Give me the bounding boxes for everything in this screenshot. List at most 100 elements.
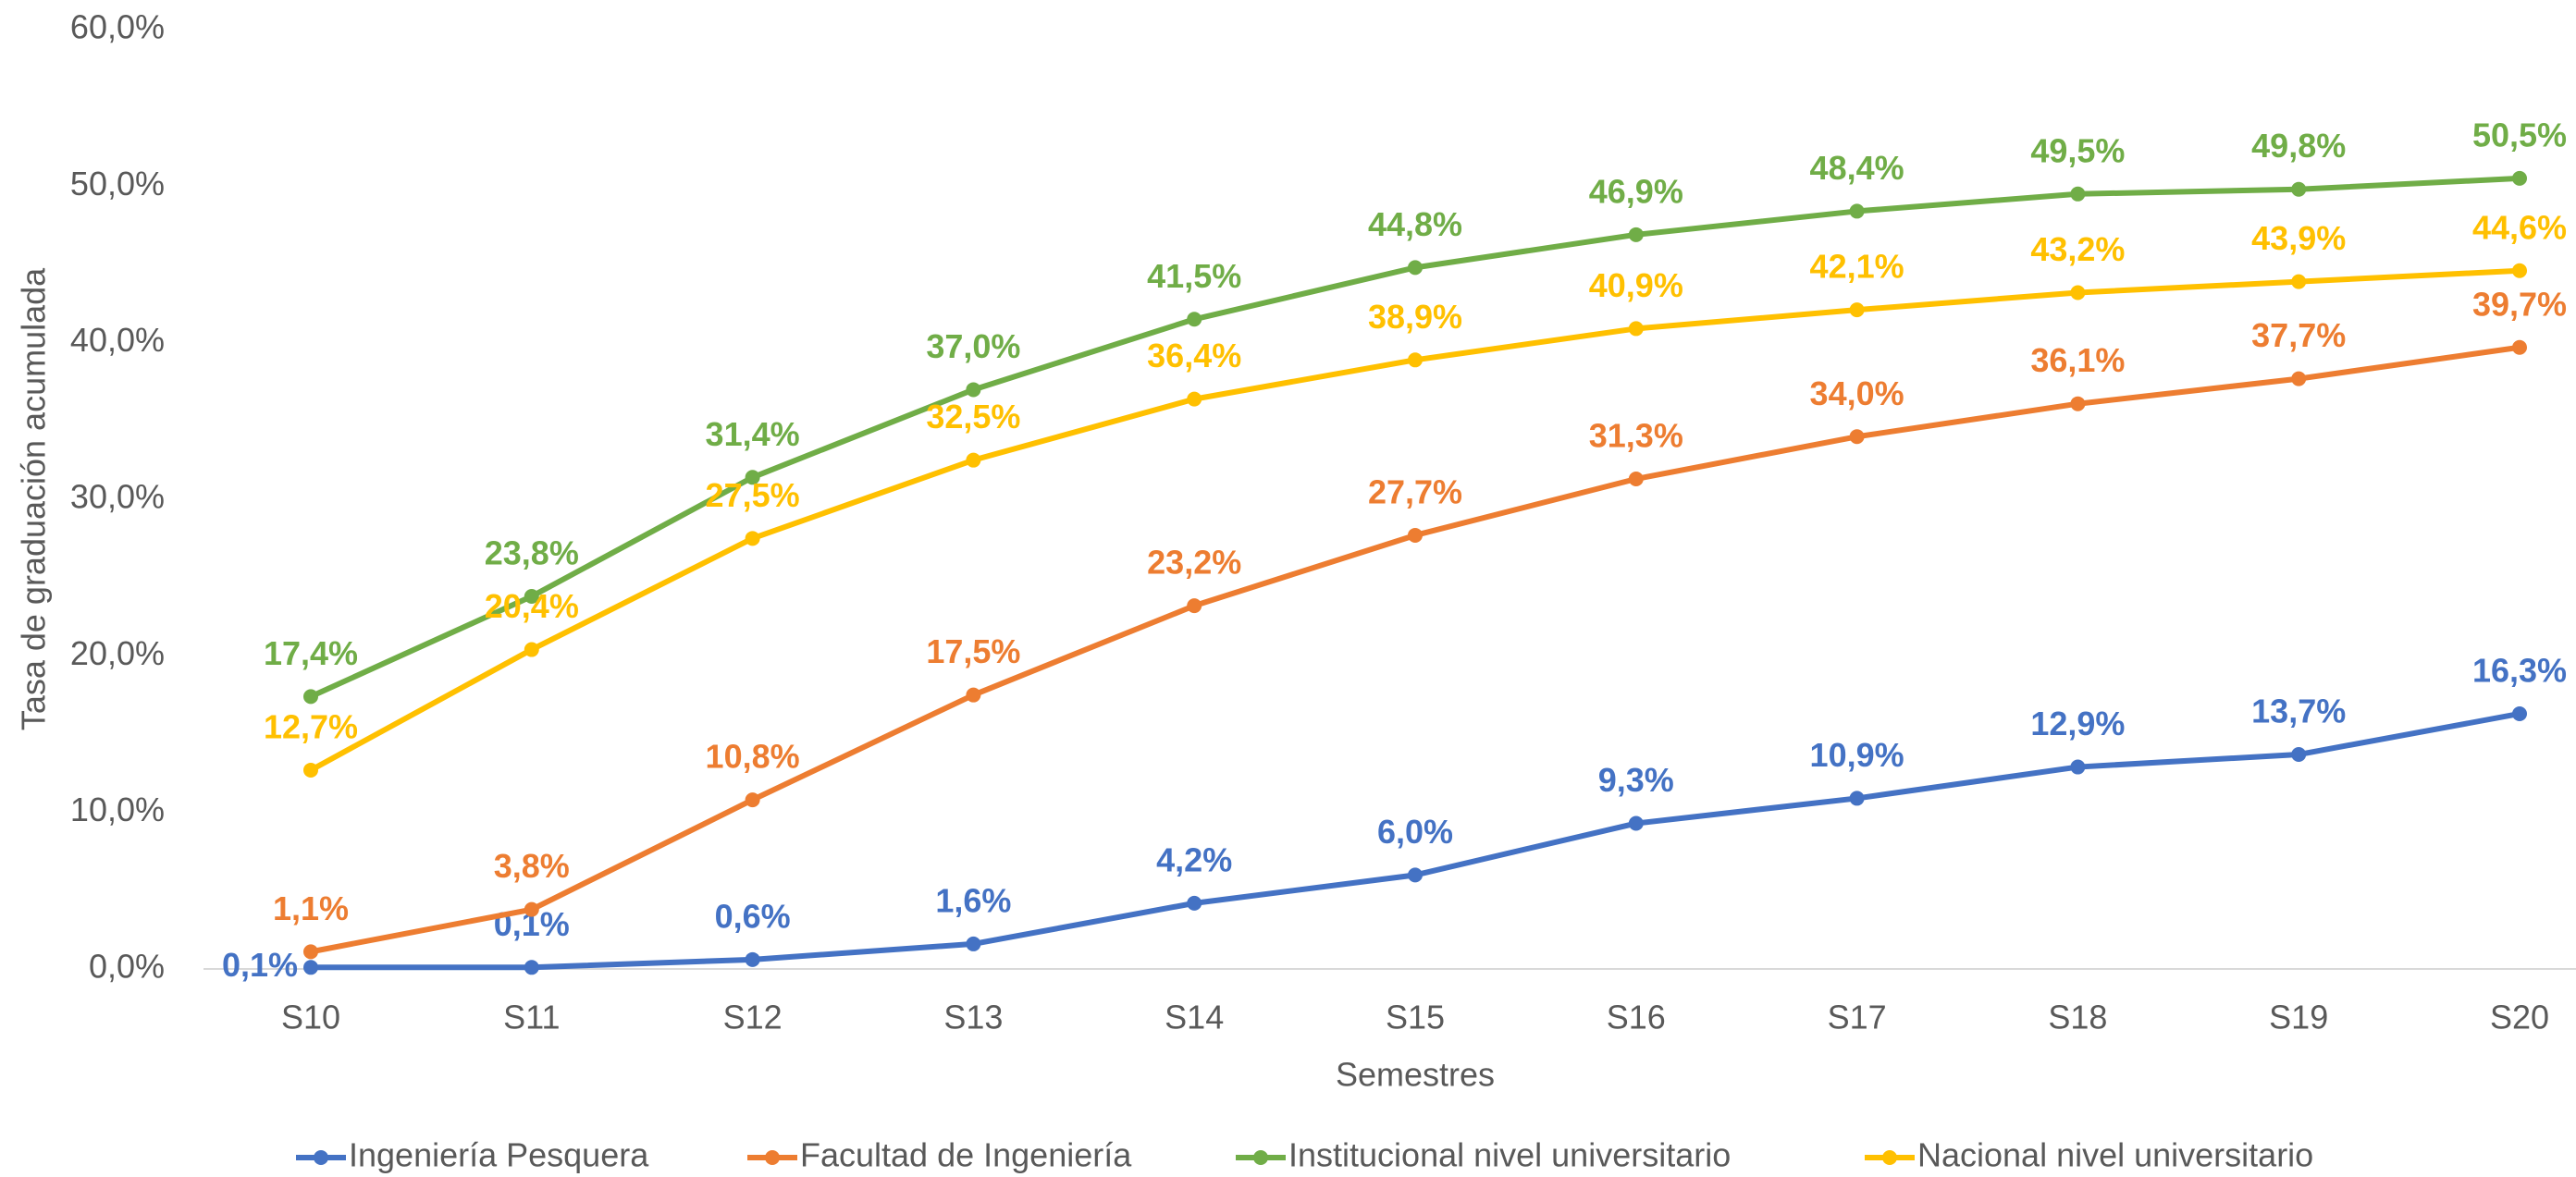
- data-label: 9,3%: [1598, 761, 1674, 799]
- legend-marker: [1882, 1150, 1897, 1165]
- x-tick-label: S20: [2490, 999, 2549, 1036]
- data-label: 50,5%: [2472, 116, 2567, 153]
- series-line: [310, 344, 2521, 955]
- point: [2291, 747, 2307, 763]
- x-axis-title: Semestres: [1336, 1056, 1495, 1094]
- point: [1628, 471, 1644, 486]
- data-label: 12,9%: [2030, 705, 2125, 742]
- point: [2070, 186, 2086, 202]
- data-label: 36,1%: [2030, 341, 2125, 379]
- data-label: 20,4%: [485, 587, 579, 625]
- point: [524, 901, 539, 917]
- data-label: 16,3%: [2472, 652, 2567, 690]
- y-tick-label: 60,0%: [70, 8, 165, 46]
- data-label: 43,9%: [2251, 219, 2346, 257]
- data-label: 3,8%: [494, 847, 570, 885]
- point: [2070, 285, 2086, 300]
- legend-label: Nacional nivel universitario: [1917, 1136, 2313, 1174]
- point: [1187, 895, 1202, 911]
- data-label: 6,0%: [1377, 813, 1453, 851]
- x-tick-label: S17: [1828, 999, 1887, 1036]
- data-label: 1,1%: [273, 889, 349, 927]
- point: [1187, 598, 1202, 614]
- x-tick-label: S15: [1386, 999, 1445, 1036]
- data-label: 13,7%: [2251, 693, 2346, 730]
- point: [2512, 705, 2527, 721]
- point: [2070, 396, 2086, 411]
- point: [745, 792, 760, 808]
- point: [745, 470, 760, 485]
- data-label: 42,1%: [1810, 248, 1904, 286]
- point: [1408, 867, 1423, 883]
- point: [1849, 429, 1865, 445]
- data-label: 48,4%: [1810, 149, 1904, 187]
- y-tick-label: 40,0%: [70, 321, 165, 359]
- y-tick-label: 30,0%: [70, 478, 165, 516]
- point: [745, 951, 760, 967]
- point: [966, 936, 981, 951]
- data-label: 10,8%: [706, 738, 800, 776]
- point: [1408, 260, 1423, 276]
- data-label: 12,7%: [264, 707, 358, 745]
- data-label: 36,4%: [1147, 337, 1241, 374]
- data-label: 17,5%: [926, 632, 1020, 670]
- point: [524, 960, 539, 975]
- legend-label: Facultad de Ingeniería: [800, 1136, 1132, 1174]
- point: [303, 960, 318, 975]
- point: [1628, 321, 1644, 337]
- data-label: 0,1%: [222, 946, 298, 984]
- point: [303, 762, 318, 778]
- data-label: 0,6%: [715, 897, 791, 935]
- point: [1408, 352, 1423, 368]
- point: [2512, 263, 2527, 278]
- point: [1408, 527, 1423, 543]
- x-tick-label: S12: [723, 999, 783, 1036]
- point: [1187, 391, 1202, 407]
- data-label: 31,3%: [1589, 417, 1683, 455]
- data-label: 44,6%: [2472, 208, 2567, 246]
- point: [966, 687, 981, 703]
- y-tick-label: 50,0%: [70, 165, 165, 202]
- x-tick-label: S10: [281, 999, 340, 1036]
- point: [2291, 181, 2307, 197]
- point: [1849, 791, 1865, 806]
- x-tick-label: S13: [943, 999, 1003, 1036]
- data-label: 27,5%: [706, 476, 800, 514]
- data-label: 41,5%: [1147, 257, 1241, 295]
- data-label: 38,9%: [1368, 298, 1462, 336]
- data-label: 1,6%: [935, 881, 1011, 919]
- point: [2512, 339, 2527, 355]
- data-label: 31,4%: [706, 415, 800, 453]
- x-tick-label: S18: [2048, 999, 2107, 1036]
- point: [1628, 227, 1644, 242]
- data-label: 10,9%: [1810, 736, 1904, 774]
- y-tick-label: 0,0%: [89, 948, 165, 986]
- data-label: 27,7%: [1368, 472, 1462, 510]
- data-label: 37,7%: [2251, 316, 2346, 354]
- data-label: 40,9%: [1589, 266, 1683, 304]
- point: [1849, 302, 1865, 318]
- data-label: 49,8%: [2251, 127, 2346, 165]
- y-tick-label: 10,0%: [70, 791, 165, 828]
- data-label: 46,9%: [1589, 172, 1683, 210]
- x-tick-label: S14: [1165, 999, 1224, 1036]
- data-label: 39,7%: [2472, 285, 2567, 323]
- point: [966, 382, 981, 398]
- point: [2512, 170, 2527, 186]
- x-tick-label: S11: [503, 999, 560, 1036]
- data-label: 4,2%: [1156, 840, 1232, 878]
- point: [1628, 815, 1644, 831]
- point: [2291, 371, 2307, 386]
- data-label: 43,2%: [2030, 230, 2125, 268]
- data-label: 32,5%: [926, 398, 1020, 435]
- y-tick-label: 20,0%: [70, 634, 165, 672]
- legend-marker: [1253, 1150, 1268, 1165]
- point: [1187, 312, 1202, 327]
- data-label: 17,4%: [264, 634, 358, 672]
- legend-label: Ingeniería Pesquera: [349, 1136, 649, 1174]
- legend-marker: [765, 1150, 780, 1165]
- series-line: [309, 175, 2521, 700]
- point: [524, 588, 539, 604]
- point: [2291, 274, 2307, 289]
- point: [303, 944, 318, 960]
